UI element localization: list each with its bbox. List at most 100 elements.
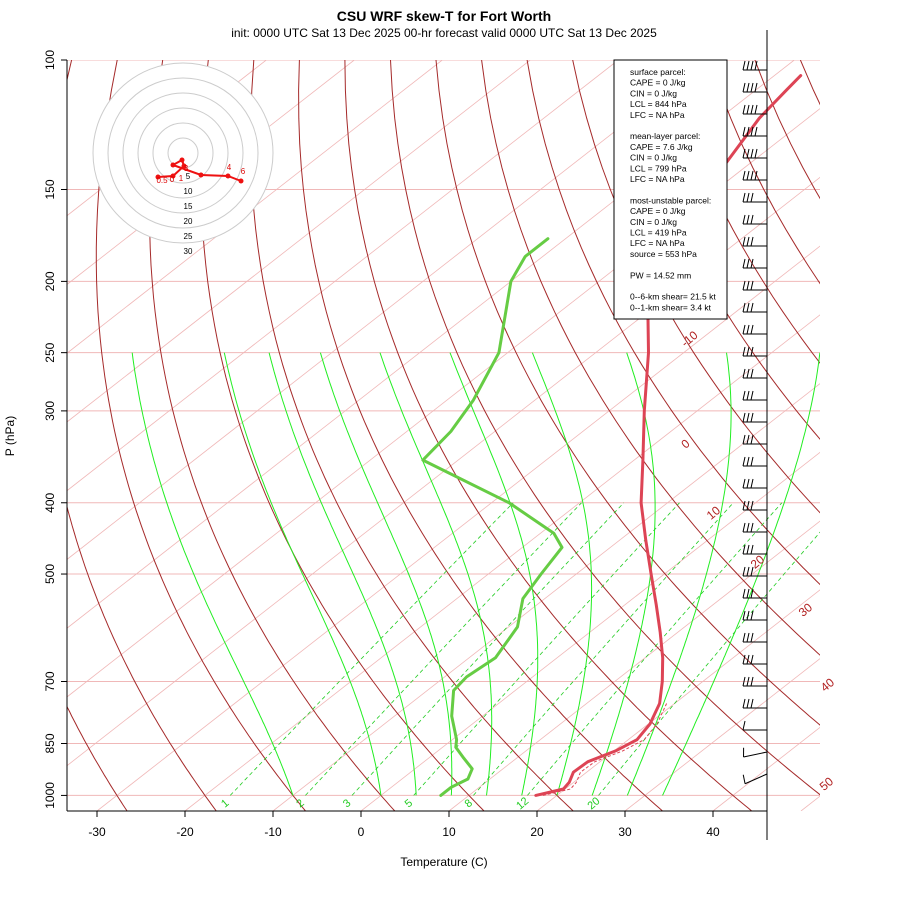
hodograph-point [155, 174, 161, 180]
barb-flag [750, 434, 754, 445]
hodograph-ring-label: 15 [184, 202, 193, 211]
x-tick-label: -10 [264, 825, 282, 839]
barb-flag [746, 478, 750, 489]
y-tick-label: 200 [43, 271, 57, 291]
mixing-ratio-label: 2 [294, 797, 306, 810]
barb-flag [746, 698, 750, 709]
isotherm-label: 0 [678, 436, 692, 451]
hodograph-point [179, 157, 185, 163]
barb-flag [742, 566, 746, 577]
isotherm-label: 50 [817, 774, 836, 794]
wind-barb [742, 773, 768, 785]
barb-flag [742, 654, 746, 665]
wind-barb [742, 236, 767, 247]
barb-flag [742, 346, 746, 357]
barb-flag [754, 148, 758, 159]
barb-flag [746, 632, 750, 643]
mixing-ratio-line [351, 502, 625, 796]
barb-flag [750, 258, 754, 269]
barb-flag [746, 104, 750, 115]
isotherm-line [184, 314, 820, 811]
barb-flag [746, 346, 750, 357]
info-line: LCL = 844 hPa [630, 99, 687, 109]
barb-flag [750, 522, 754, 533]
barb-flag [750, 500, 754, 511]
mixing-ratio-label: 3 [341, 797, 353, 810]
isotherm-line [889, 60, 900, 811]
moist-adiabat [131, 352, 294, 796]
wind-barb [743, 747, 768, 758]
hodograph-ring [152, 122, 214, 184]
info-line: PW = 14.52 mm [630, 270, 691, 280]
hodograph-ring-label: 10 [184, 187, 193, 196]
barb-flag [746, 280, 750, 291]
wind-barb [742, 60, 767, 71]
barb-flag [746, 588, 750, 599]
mixing-ratio-label: 5 [403, 797, 415, 810]
barb-flag [746, 456, 750, 467]
wind-barb [742, 698, 767, 709]
hodograph-point [198, 172, 204, 178]
barb-flag [742, 368, 746, 379]
barb-flag [750, 192, 754, 203]
barb-flag [746, 676, 750, 687]
barb-flag [746, 610, 750, 621]
mixing-ratio-line [413, 502, 680, 796]
hodograph-point-label: 1 [179, 174, 184, 183]
tick-labels: -30 -20 -10 0 10 20 30 401001502002503004005007… [43, 50, 720, 839]
parcel-trace [542, 703, 668, 796]
barb-flag [742, 500, 746, 511]
barb-flag [754, 82, 758, 93]
barb-flag [742, 148, 746, 159]
hodograph-point [170, 173, 176, 179]
isotherm-line [67, 176, 820, 767]
barb-flag [742, 522, 746, 533]
barb-flag [746, 82, 750, 93]
barb-flag [742, 588, 746, 599]
isotherm-line [96, 245, 820, 811]
dry-adiabat [617, 60, 820, 440]
hodograph-ring-label: 5 [186, 172, 191, 181]
isotherm-line [67, 60, 619, 492]
isotherm-line [360, 451, 820, 811]
mixing-ratio-line [527, 502, 783, 796]
barb-flag [746, 412, 750, 423]
isotherm-line [800, 795, 820, 811]
barb-shaft [743, 751, 768, 758]
dry-adiabat [390, 60, 820, 796]
isotherm-line [67, 60, 531, 423]
wind-barb [742, 280, 767, 291]
barb-flag [750, 346, 754, 357]
wind-barb [742, 566, 767, 577]
barb-flag [750, 390, 754, 401]
wind-barb [742, 544, 767, 555]
dry-adiabat [481, 60, 820, 656]
barb-flag [742, 214, 746, 225]
x-axis-label: Temperature (C) [400, 855, 487, 869]
hodograph-ring-label: 30 [184, 247, 193, 256]
hodograph: 5 10 15 20 25 30 0.5 0 13 4 6 [92, 62, 274, 256]
barb-flag [742, 544, 746, 555]
barb-flag [742, 720, 746, 731]
info-line: 0--6-km shear= 21.5 kt [630, 292, 716, 302]
y-tick-label: 150 [43, 179, 57, 199]
barb-flag [750, 478, 754, 489]
wind-barb [742, 434, 767, 445]
barb-flag [742, 390, 746, 401]
y-tick-label: 100 [43, 50, 57, 70]
plot-grid [67, 60, 900, 811]
hodograph-point-label: 6 [241, 167, 246, 176]
x-tick-label: -20 [176, 825, 194, 839]
dry-adiabat [846, 60, 900, 811]
barb-flag [746, 522, 750, 533]
isotherm-line [624, 658, 820, 811]
wind-barb [742, 412, 767, 423]
mixing-ratio-label: 12 [514, 795, 531, 812]
barb-flag [746, 148, 750, 159]
dewpoint-profile [421, 237, 564, 797]
dry-adiabat [200, 60, 485, 811]
barb-flag [746, 566, 750, 577]
barb-flag [742, 258, 746, 269]
isotherm-labels: -10 0 10 20 30 40 50 [678, 328, 837, 794]
wind-barb [742, 588, 767, 599]
